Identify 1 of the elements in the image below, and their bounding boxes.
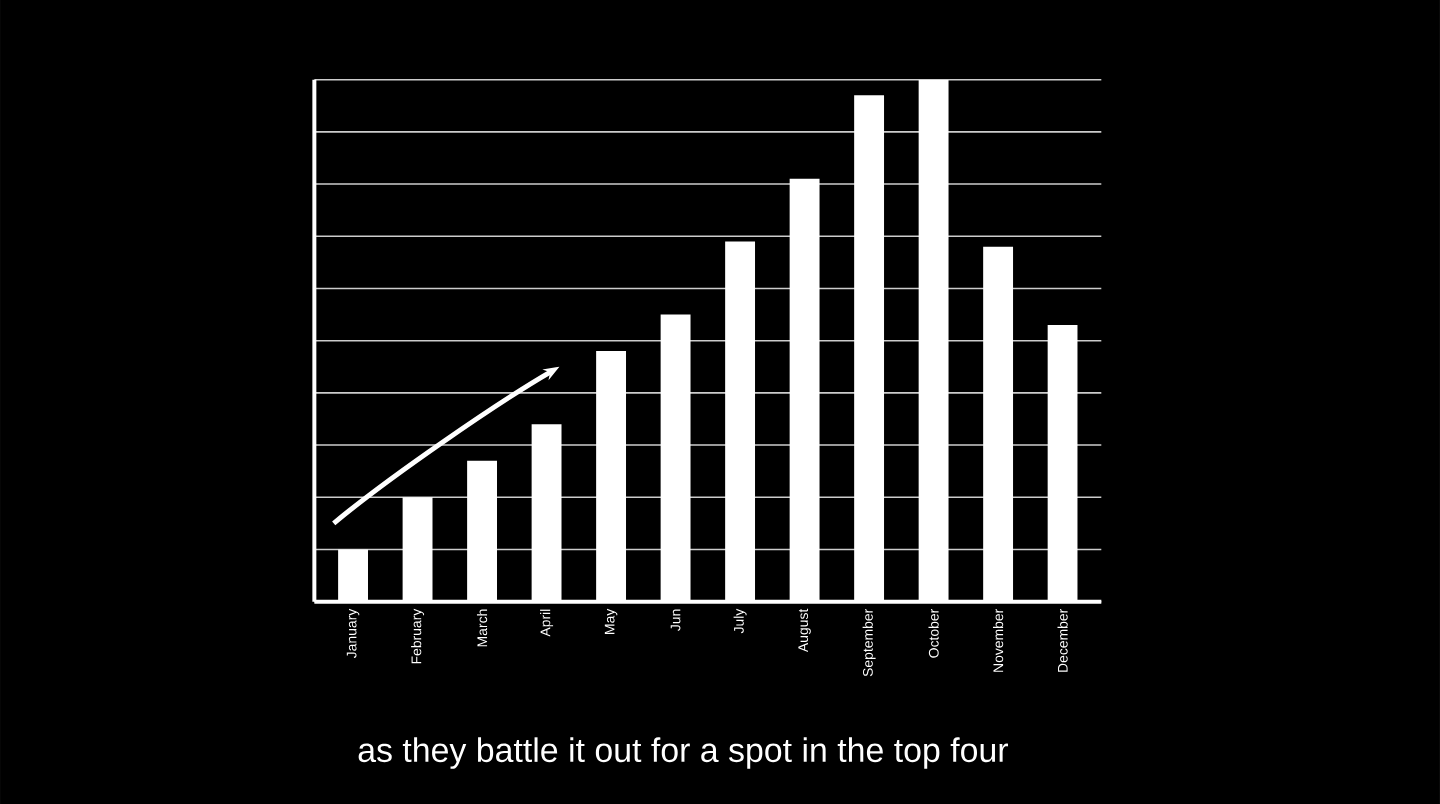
text: as they battle it out for a spot in the top four [358,736,1009,769]
